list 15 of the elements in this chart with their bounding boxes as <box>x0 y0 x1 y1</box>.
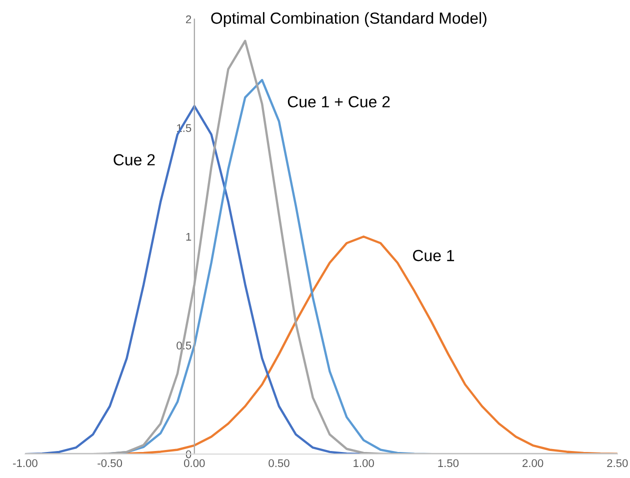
x-tick-label: 2.00 <box>522 459 544 468</box>
series-label: Cue 1 <box>413 250 454 262</box>
x-tick-label: 2.50 <box>607 459 628 468</box>
series-label: Cue 2 <box>114 154 155 166</box>
y-tick-label: 1 <box>186 232 192 241</box>
y-tick-label: 0.5 <box>176 342 192 350</box>
x-tick-label: 0.50 <box>268 459 290 468</box>
x-tick-label: 0.00 <box>184 459 205 468</box>
series-label: Cue 1 + Cue 2 <box>288 96 390 108</box>
x-tick-label: 1.00 <box>354 459 374 468</box>
x-tick-label: -0.50 <box>98 459 122 468</box>
x-tick-label: 1.50 <box>438 459 459 468</box>
text: Optimal Combination (Standard Model) <box>211 12 486 27</box>
y-tick-label: 2 <box>186 15 192 24</box>
x-tick-label: -1.00 <box>13 459 38 468</box>
